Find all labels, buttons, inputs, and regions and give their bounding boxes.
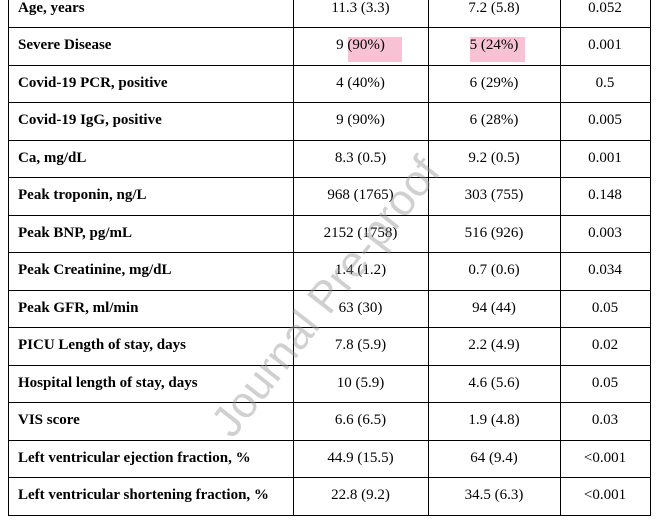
table-cell: 2.2 (4.9) [468, 337, 520, 354]
row-label: Left ventricular shortening fraction, % [18, 487, 269, 504]
table-cell: 0.5 [595, 74, 615, 91]
row-border [8, 477, 651, 478]
row-label: Peak GFR, ml/min [18, 299, 139, 316]
table-cell: 7.2 (5.8) [468, 0, 520, 16]
highlight [348, 37, 402, 62]
table-cell: 9 (90%) [336, 112, 385, 129]
table-cell: 0.034 [588, 262, 622, 279]
table-cell: 6 (29%) [469, 74, 519, 91]
table-cell: 516 (926) [464, 224, 524, 241]
row-label: Peak Creatinine, mg/dL [18, 262, 172, 279]
row-label: VIS score [18, 412, 80, 429]
row-border [8, 514, 651, 516]
table-cell: 0.052 [588, 0, 622, 16]
table-cell: 303 (755) [464, 187, 524, 204]
table-cell: 4.6 (5.6) [468, 374, 520, 391]
table-cell: 0.05 [591, 299, 619, 316]
table-cell: 5 (24%) [469, 37, 519, 54]
table-cell: 0.003 [588, 224, 622, 241]
table-cell: 10 (5.9) [336, 374, 385, 391]
row-border [8, 214, 651, 216]
table-cell: 2152 (1758) [323, 224, 398, 241]
row-border [8, 289, 651, 291]
row-label: Hospital length of stay, days [18, 374, 198, 391]
row-border [8, 27, 651, 28]
table-cell: 9.2 (0.5) [468, 149, 520, 166]
column-border [428, 0, 429, 515]
row-border [8, 102, 651, 103]
row-border [8, 139, 651, 141]
row-label: Covid-19 PCR, positive [18, 74, 168, 91]
table-cell: 11.3 (3.3) [331, 0, 390, 16]
row-border [8, 177, 651, 178]
table-cell: 0.03 [591, 412, 619, 429]
row-label: Left ventricular ejection fraction, % [18, 449, 251, 466]
row-label: Peak BNP, pg/mL [18, 224, 133, 241]
column-border [650, 0, 651, 515]
table-cell: 0.7 (0.6) [468, 262, 520, 279]
table-cell: 6.6 (6.5) [334, 412, 387, 429]
table-cell: 63 (30) [338, 299, 383, 316]
row-label: Covid-19 IgG, positive [18, 112, 162, 129]
highlight [470, 37, 525, 62]
table-cell: 44.9 (15.5) [327, 449, 394, 466]
row-label: Age, years [18, 0, 85, 16]
row-label: Severe Disease [18, 37, 112, 54]
table-cell: 34.5 (6.3) [464, 487, 524, 504]
row-border [8, 64, 651, 66]
row-border [8, 402, 651, 403]
table-cell: 7.8 (5.9) [334, 337, 387, 354]
column-border [8, 0, 9, 515]
table-cell: 0.02 [591, 337, 619, 354]
row-border [8, 327, 651, 328]
table-cell: 6 (28%) [469, 112, 519, 129]
table-cell: 0.05 [591, 374, 619, 391]
row-label: PICU Length of stay, days [18, 337, 186, 354]
table-cell: 94 (44) [472, 299, 516, 316]
table-cell: 968 (1765) [327, 187, 394, 204]
row-border [8, 364, 651, 366]
table-cell: 4 (40%) [336, 74, 385, 91]
row-border [8, 439, 651, 441]
table-cell: <0.001 [583, 487, 627, 504]
table-cell: 0.148 [588, 187, 622, 204]
table-cell: 0.005 [588, 112, 622, 129]
table-cell: 64 (9.4) [470, 449, 518, 466]
row-border [8, 252, 651, 253]
table-cell: 0.001 [588, 37, 622, 54]
table-cell: 0.001 [588, 149, 622, 166]
row-label: Ca, mg/dL [18, 149, 87, 166]
column-border [293, 0, 294, 515]
table-cell: 8.3 (0.5) [334, 149, 387, 166]
table-cell: 1.4 (1.2) [334, 262, 387, 279]
table-cell: 22.8 (9.2) [331, 487, 390, 504]
row-label: Peak troponin, ng/L [18, 187, 147, 204]
column-border [560, 0, 561, 515]
table-cell: <0.001 [583, 449, 627, 466]
table-cell: 9 (90%) [336, 37, 385, 54]
table-cell: 1.9 (4.8) [468, 412, 520, 429]
